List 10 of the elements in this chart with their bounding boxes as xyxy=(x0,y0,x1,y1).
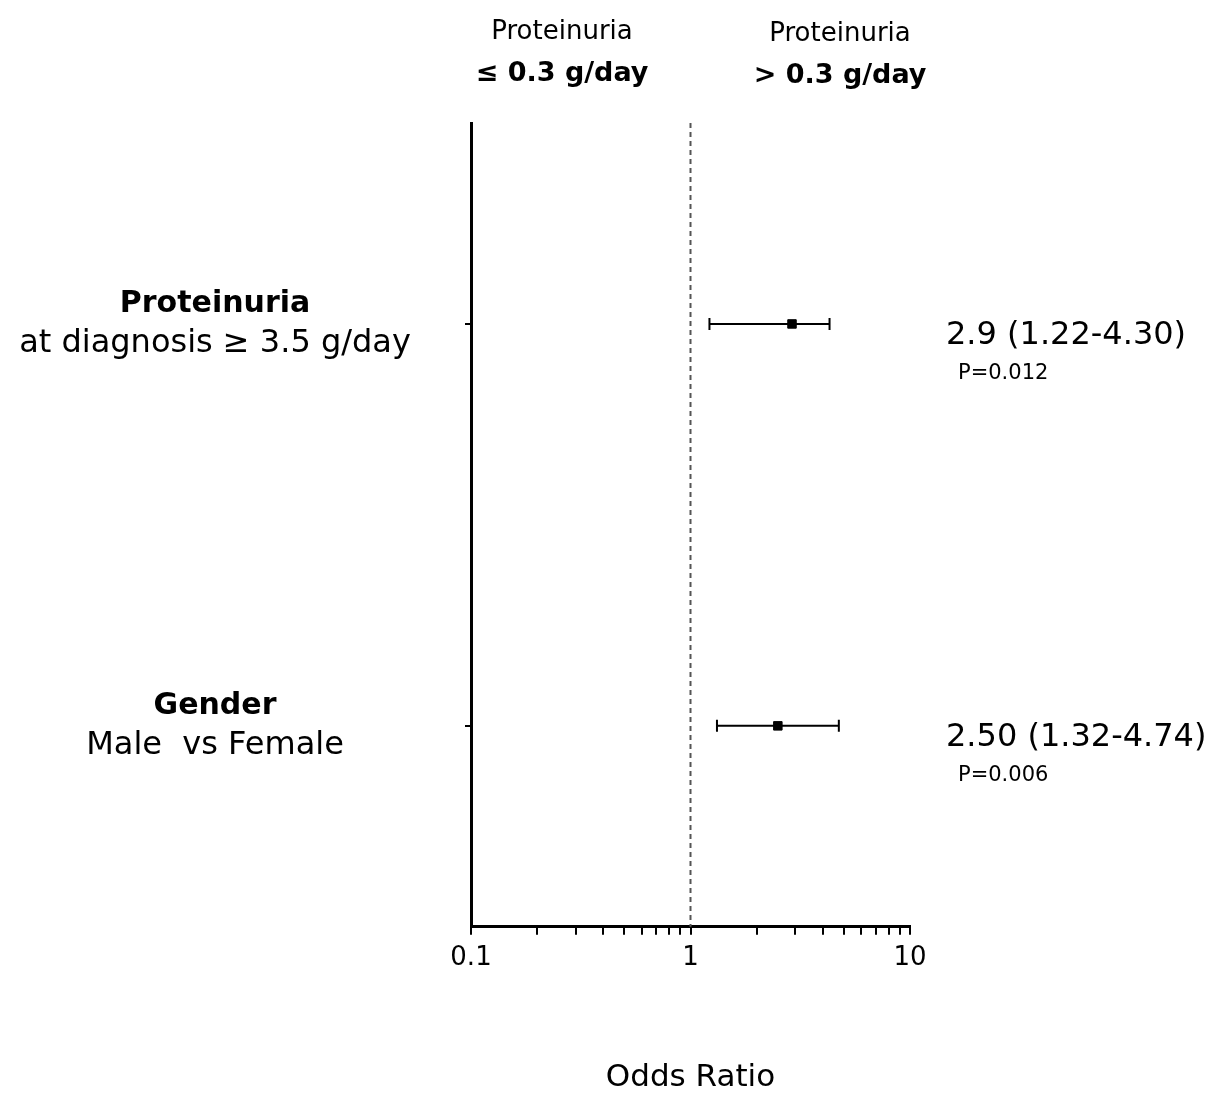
y-tick-label: Gender Male vs Female xyxy=(86,685,344,763)
text: 2.50 (1.32-4.74) P=0.006 xyxy=(946,716,1207,787)
x-tick-label: 10 xyxy=(893,941,927,972)
text: 2.9 (1.22-4.30) P=0.012 xyxy=(946,314,1187,385)
y-tick-label: Proteinuria at diagnosis ≥ 3.5 g/day xyxy=(19,283,411,361)
x-axis-title: Odds Ratio xyxy=(605,1057,776,1094)
text: Proteinuria > 0.3 g/day xyxy=(753,16,927,90)
x-tick-label: 0.1 xyxy=(450,941,492,972)
text: Proteinuria ≤ 0.3 g/day xyxy=(475,14,649,88)
x-tick-label: 1 xyxy=(682,941,699,972)
